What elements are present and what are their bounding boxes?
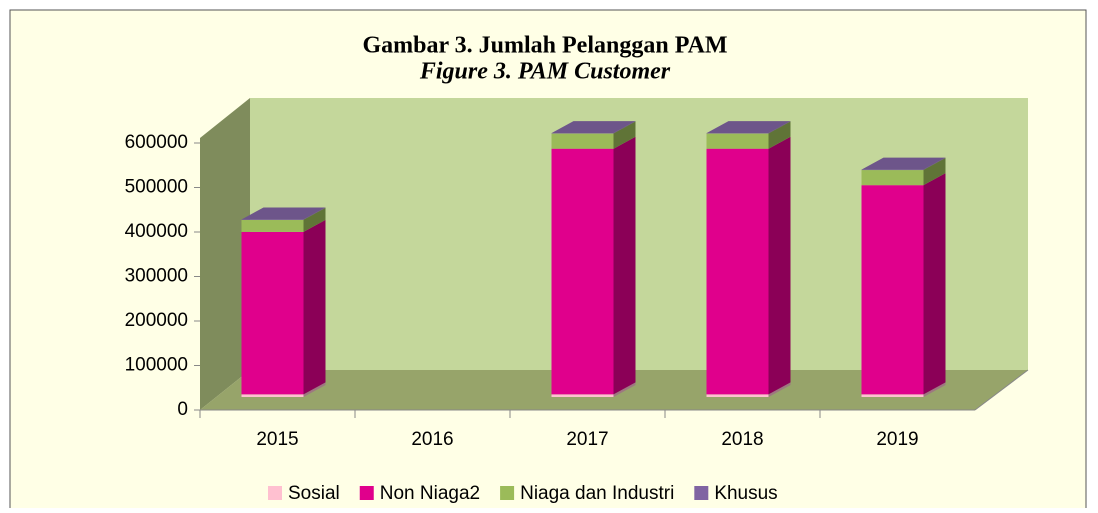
x-tick-label: 2018 [721, 429, 763, 450]
x-tick-label: 2019 [876, 429, 918, 450]
y-tick-label: 0 [177, 399, 188, 420]
legend-label: Sosial [288, 483, 340, 504]
bar-segment [862, 394, 924, 397]
y-tick-label: 100000 [125, 355, 188, 376]
bar-side [614, 137, 636, 395]
bar-side [769, 137, 791, 395]
legend-swatch [268, 486, 282, 500]
x-tick-label: 2015 [256, 429, 298, 450]
bar-segment [552, 394, 614, 397]
legend-swatch [694, 486, 708, 500]
legend-label: Non Niaga2 [380, 483, 480, 504]
y-tick-label: 200000 [125, 310, 188, 331]
legend-swatch [500, 486, 514, 500]
legend-swatch [360, 486, 374, 500]
y-tick-label: 300000 [125, 266, 188, 287]
chart-title: Gambar 3. Jumlah Pelanggan PAM [362, 33, 727, 59]
y-tick-label: 500000 [125, 177, 188, 198]
bar-segment [552, 134, 614, 149]
bar-segment [862, 170, 924, 185]
bar-segment [552, 149, 614, 395]
legend-label: Niaga dan Industri [520, 483, 674, 504]
bar-segment [862, 185, 924, 394]
bar-segment [707, 149, 769, 395]
bar-segment [707, 394, 769, 397]
bar-segment [242, 220, 304, 232]
bar-side [924, 173, 946, 394]
bar-segment [242, 232, 304, 394]
bar-segment [242, 394, 304, 397]
y-tick-label: 400000 [125, 221, 188, 242]
x-tick-label: 2016 [411, 429, 453, 450]
bar-segment [707, 134, 769, 149]
y-tick-label: 600000 [125, 132, 188, 153]
chart-subtitle: Figure 3. PAM Customer [419, 59, 671, 85]
x-tick-label: 2017 [566, 429, 608, 450]
legend-label: Khusus [714, 483, 777, 504]
bar-side [304, 220, 326, 394]
